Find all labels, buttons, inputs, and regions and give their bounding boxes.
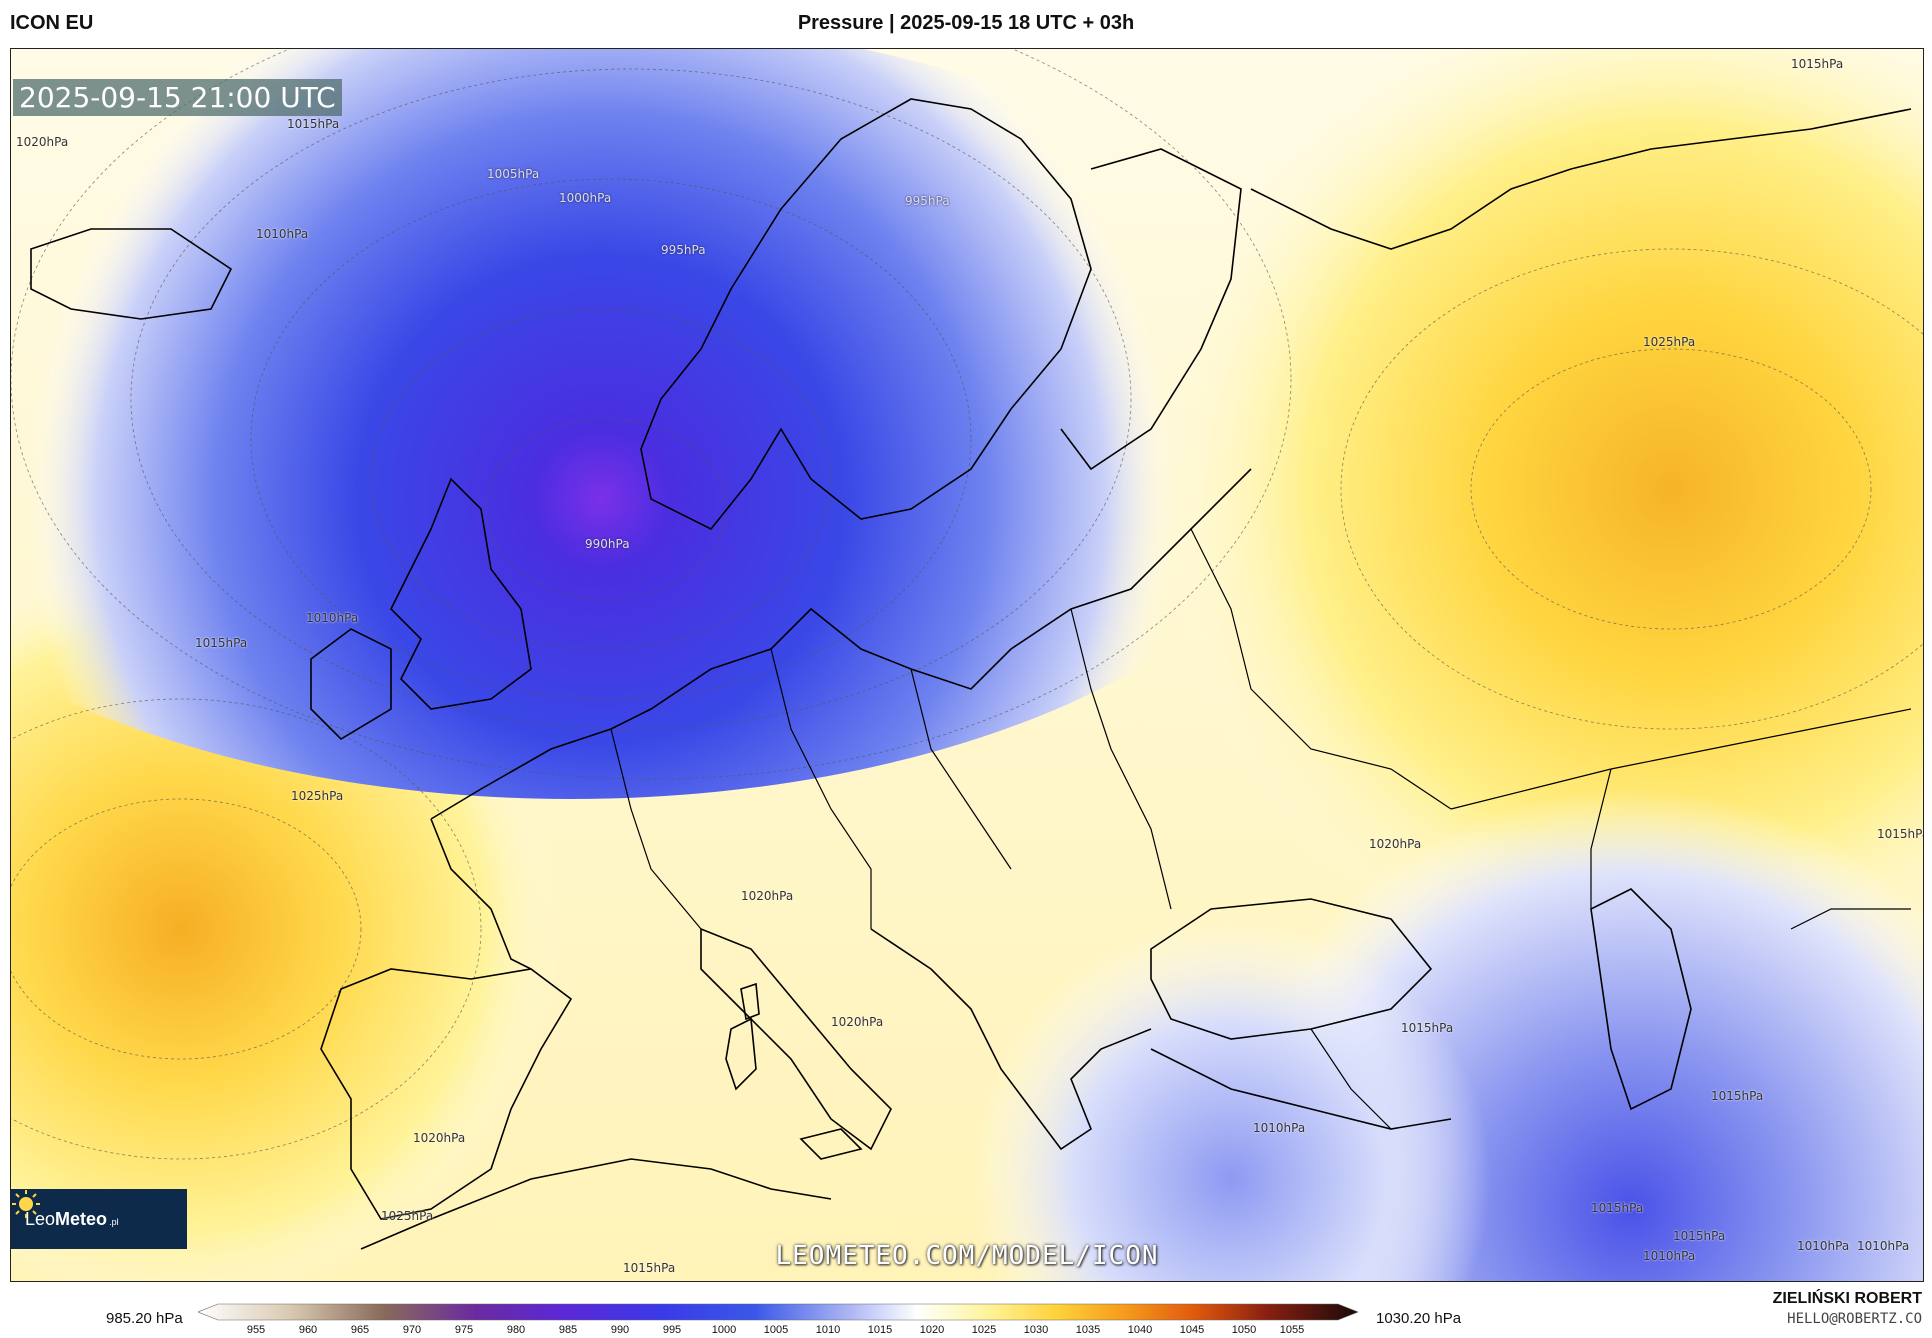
isobar-label: 1025hPa [1643, 335, 1696, 349]
sun-icon [12, 1190, 40, 1218]
logo-leo: Leo [25, 1208, 56, 1229]
isobar-label: 1015hPa [1673, 1229, 1726, 1243]
isobar-label: 1010hPa [1797, 1239, 1850, 1253]
isobar-label: 1015hPa [1877, 827, 1924, 841]
legend-tick: 1020 [919, 1324, 945, 1336]
isobar-label: 1010hPa [306, 611, 359, 625]
legend-tick: 1035 [1075, 1324, 1101, 1336]
leometeo-logo[interactable]: LeoMeteo .pl [11, 1189, 187, 1249]
legend-tick: 1025 [971, 1324, 997, 1336]
legend-tick: 990 [610, 1324, 630, 1336]
legend-tick: 985 [558, 1324, 578, 1336]
isobar-label: 1015hPa [195, 636, 248, 650]
legend-tick: 1050 [1231, 1324, 1257, 1336]
isobar-label: 1015hPa [1591, 1201, 1644, 1215]
legend-colorbar [198, 1303, 1358, 1321]
pressure-field [11, 49, 1923, 1281]
isobar-label: 1020hPa [413, 1131, 466, 1145]
legend-tick: 1000 [711, 1324, 737, 1336]
isobar-label: 1015hPa [1401, 1021, 1454, 1035]
site-watermark: LEOMETEO.COM/MODEL/ICON [775, 1241, 1159, 1271]
author-email[interactable]: HELLO@ROBERTZ.CO [1787, 1311, 1922, 1327]
isobar-label: 1020hPa [1369, 837, 1422, 851]
logo-meteo: Meteo [55, 1208, 108, 1229]
isobar-label: 1010hPa [1643, 1249, 1696, 1263]
legend-tick: 1010 [815, 1324, 841, 1336]
isobar-label: 1025hPa [381, 1209, 434, 1223]
legend-tick: 1040 [1127, 1324, 1153, 1336]
legend-tick: 960 [298, 1324, 318, 1336]
logo-suffix: .pl [109, 1216, 119, 1227]
map-title: Pressure | 2025-09-15 18 UTC + 03h [797, 12, 1135, 34]
author-name: ZIELIŃSKI ROBERT [1772, 1290, 1922, 1307]
isobar-label: 995hPa [661, 243, 706, 257]
legend-tick: 970 [402, 1324, 422, 1336]
legend-max-label: 1030.20 hPa [1376, 1310, 1462, 1327]
isobar-label: 990hPa [585, 537, 630, 551]
legend-tick: 975 [454, 1324, 474, 1336]
model-name: ICON EU [10, 12, 94, 34]
isobar-label: 1015hPa [1791, 57, 1844, 71]
isobar-label: 1005hPa [487, 167, 540, 181]
legend-tick: 1055 [1279, 1324, 1305, 1336]
isobar-label: 1010hPa [1253, 1121, 1306, 1135]
legend-ticks: 955 960 965 970 975 980 985 990 995 1000… [198, 1324, 1304, 1338]
legend-tick: 955 [246, 1324, 266, 1336]
isobar-label: 1020hPa [16, 135, 69, 149]
isobar-lines [11, 49, 1923, 1160]
isobar-label: 995hPa [905, 194, 950, 208]
legend-tick: 980 [506, 1324, 526, 1336]
isobar-label: 1025hPa [291, 789, 344, 803]
legend-tick: 1015 [867, 1324, 893, 1336]
legend-min-label: 985.20 hPa [106, 1310, 183, 1327]
legend-tick: 995 [662, 1324, 682, 1336]
isobar-label: 1010hPa [1857, 1239, 1910, 1253]
valid-time-badge: 2025-09-15 21:00 UTC [13, 79, 342, 116]
isobar-label: 1000hPa [559, 191, 612, 205]
isobar-label: 1015hPa [287, 117, 340, 131]
legend-tick: 1005 [763, 1324, 789, 1336]
pressure-map: 2025-09-15 21:00 UTC 1015hPa 1020hPa 101… [10, 48, 1924, 1282]
coastlines [30, 98, 1912, 1250]
isobar-label: 1020hPa [741, 889, 794, 903]
legend-tick: 1045 [1179, 1324, 1205, 1336]
isobar-label: 1010hPa [256, 227, 309, 241]
isobar-label: 1015hPa [623, 1261, 676, 1275]
isobar-label: 1015hPa [1711, 1089, 1764, 1103]
legend-tick: 1030 [1023, 1324, 1049, 1336]
isobar-label: 1020hPa [831, 1015, 884, 1029]
legend-tick: 965 [350, 1324, 370, 1336]
